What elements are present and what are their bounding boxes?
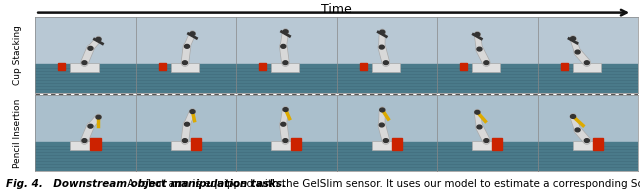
Bar — [236, 64, 337, 93]
Bar — [593, 138, 603, 150]
Bar — [573, 63, 601, 72]
Circle shape — [380, 45, 384, 49]
Bar — [136, 142, 236, 171]
Circle shape — [96, 115, 101, 119]
Bar — [35, 142, 136, 171]
Circle shape — [88, 124, 93, 128]
Circle shape — [575, 50, 580, 54]
Circle shape — [283, 108, 288, 111]
Circle shape — [190, 32, 195, 36]
Bar — [492, 138, 502, 150]
Bar — [392, 138, 402, 150]
Bar — [271, 63, 300, 72]
Circle shape — [88, 46, 93, 50]
Text: Cup Stacking: Cup Stacking — [13, 25, 22, 85]
Bar — [70, 141, 99, 150]
Bar — [460, 63, 467, 70]
Circle shape — [283, 61, 288, 65]
Circle shape — [570, 115, 575, 118]
Bar — [573, 141, 601, 150]
Circle shape — [584, 61, 589, 65]
Circle shape — [475, 32, 480, 36]
Bar — [561, 63, 568, 70]
Bar — [472, 141, 500, 150]
Bar — [372, 141, 400, 150]
Bar — [90, 138, 100, 150]
Circle shape — [82, 61, 87, 65]
Text: Fig. 4. Downstream object manipulation tasks.: Fig. 4. Downstream object manipulation t… — [6, 179, 287, 190]
Text: Pencil Insertion: Pencil Insertion — [13, 98, 22, 168]
Circle shape — [484, 61, 489, 65]
Circle shape — [96, 37, 101, 41]
Circle shape — [584, 139, 589, 142]
Circle shape — [190, 110, 195, 113]
Circle shape — [477, 47, 482, 51]
Bar — [437, 64, 538, 93]
Bar — [372, 63, 400, 72]
Text: A robot arm is equipped with the GelSlim sensor. It uses our model to estimate a: A robot arm is equipped with the GelSlim… — [124, 179, 640, 190]
Bar — [159, 63, 166, 70]
Bar — [437, 142, 538, 171]
Bar — [472, 63, 500, 72]
Circle shape — [383, 139, 388, 142]
Circle shape — [281, 44, 286, 48]
Circle shape — [182, 61, 188, 65]
Bar — [337, 142, 437, 171]
Bar — [259, 63, 266, 70]
Circle shape — [570, 37, 575, 41]
Text: Time: Time — [321, 3, 352, 16]
Circle shape — [477, 125, 482, 129]
Bar — [337, 64, 437, 93]
Circle shape — [184, 122, 189, 126]
Circle shape — [283, 139, 288, 142]
Bar — [538, 142, 638, 171]
Circle shape — [283, 30, 288, 34]
Circle shape — [575, 128, 580, 132]
Circle shape — [383, 61, 388, 65]
Bar — [70, 63, 99, 72]
Circle shape — [281, 122, 286, 126]
Bar — [35, 64, 136, 93]
Bar — [171, 141, 199, 150]
Circle shape — [82, 139, 87, 142]
Bar — [291, 138, 301, 150]
Circle shape — [380, 123, 384, 127]
Circle shape — [484, 139, 489, 142]
Bar — [538, 64, 638, 93]
Circle shape — [182, 139, 188, 142]
Circle shape — [380, 30, 385, 34]
Circle shape — [380, 108, 385, 112]
Circle shape — [475, 110, 480, 114]
Bar — [236, 142, 337, 171]
Bar — [191, 138, 201, 150]
Bar — [360, 63, 367, 70]
Bar — [58, 63, 65, 70]
Bar — [271, 141, 300, 150]
Bar — [171, 63, 199, 72]
Bar — [136, 64, 236, 93]
Circle shape — [184, 44, 189, 48]
